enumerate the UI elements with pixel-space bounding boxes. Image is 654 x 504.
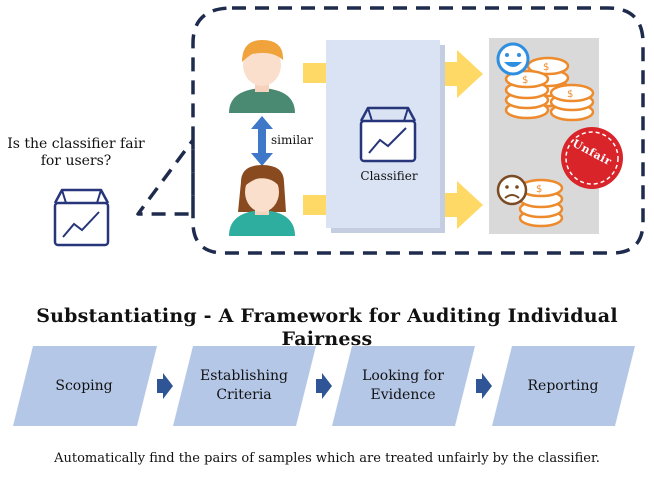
step-3-line-2: Evidence [370, 387, 436, 403]
step-shape-2 [173, 346, 316, 426]
svg-text:$: $ [567, 89, 573, 100]
svg-text:$: $ [522, 75, 528, 86]
step-shape-1 [13, 346, 157, 426]
step-arrows [157, 373, 492, 399]
sad-face-icon [496, 174, 528, 206]
step-shape-4 [492, 346, 635, 426]
output-arrow-top [445, 50, 483, 98]
framework-title: Substantiating - A Framework for Auditin… [36, 305, 618, 350]
step-2-line-1: Establishing [200, 368, 288, 385]
classifier-panel-icon [359, 106, 417, 163]
caption: Automatically find the pairs of samples … [54, 451, 600, 466]
classifier-label: Classifier [360, 169, 418, 183]
step-scoping: Scoping [29, 346, 139, 426]
step-1-line-1: Scoping [55, 377, 113, 394]
step-2-line-2: Criteria [216, 387, 272, 403]
step-looking-for-evidence: Looking for Evidence [348, 346, 458, 426]
classifier-icon [53, 188, 110, 247]
similar-label: similar [271, 133, 313, 147]
step-arrow-1 [157, 373, 173, 399]
step-reporting: Reporting [508, 346, 618, 426]
step-arrow-2 [316, 373, 332, 399]
input-arrow-top [303, 63, 326, 83]
coin-stack-icon: $ $ $ [504, 56, 595, 122]
speech-bubble [136, 6, 645, 255]
question-line-1: Is the classifier fair [7, 136, 145, 152]
step-3-line-1: Looking for [362, 368, 444, 385]
svg-text:$: $ [536, 184, 542, 195]
similar-arrow [251, 116, 273, 166]
input-arrow-bottom [303, 195, 326, 215]
step-arrow-3 [476, 373, 492, 399]
step-shapes [13, 346, 635, 426]
woman-icon [229, 165, 295, 236]
step-4-line-1: Reporting [527, 377, 599, 394]
question-text: Is the classifier fair for users? [6, 136, 146, 170]
step-establishing-criteria: Establishing Criteria [189, 346, 299, 426]
step-shape-3 [332, 346, 475, 426]
man-icon [229, 40, 295, 113]
happy-face-icon [496, 42, 530, 76]
coin-stack-small-icon: $ [518, 178, 564, 228]
output-arrow-bottom [445, 181, 483, 229]
svg-text:$: $ [543, 62, 549, 73]
unfair-stamp-icon [561, 127, 623, 189]
question-line-2: for users? [40, 152, 112, 169]
